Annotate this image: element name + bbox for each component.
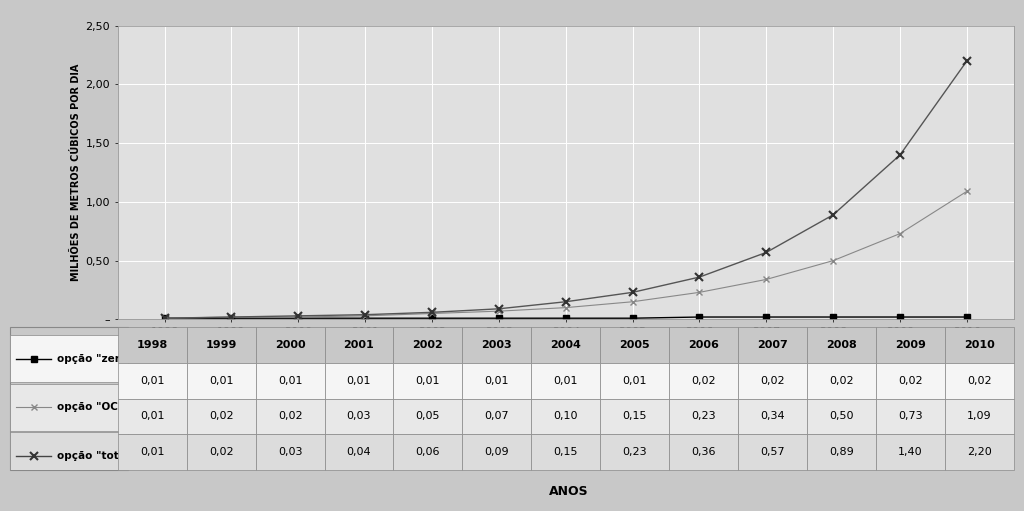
Text: ANOS: ANOS <box>549 485 588 498</box>
Text: opção "total": opção "total" <box>57 451 135 461</box>
Text: opção "zero": opção "zero" <box>57 354 133 363</box>
Bar <box>10 335 128 382</box>
Y-axis label: MILHÕES DE METROS CÚBICOS POR DIA: MILHÕES DE METROS CÚBICOS POR DIA <box>72 64 81 281</box>
Text: opção "OCDE-EU": opção "OCDE-EU" <box>57 402 160 412</box>
Bar <box>10 384 128 431</box>
Bar <box>10 432 128 479</box>
